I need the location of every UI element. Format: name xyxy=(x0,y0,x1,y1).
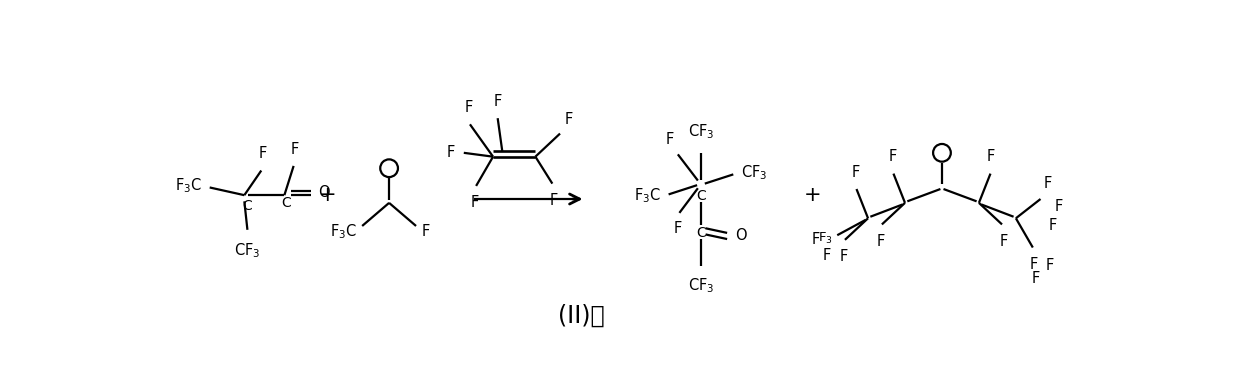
Text: F: F xyxy=(822,248,831,263)
Text: $\mathsf{F_3C}$: $\mathsf{F_3C}$ xyxy=(634,187,661,205)
Text: F: F xyxy=(1029,257,1038,272)
Text: F: F xyxy=(987,149,996,165)
Text: $\mathsf{F_3C}$: $\mathsf{F_3C}$ xyxy=(175,177,202,195)
Text: F: F xyxy=(494,94,502,109)
Text: C: C xyxy=(243,199,252,213)
Text: $\mathsf{F_3}$: $\mathsf{F_3}$ xyxy=(817,231,832,246)
Text: F: F xyxy=(999,234,1008,249)
Text: C: C xyxy=(696,189,706,203)
Text: $\mathsf{F_3C}$: $\mathsf{F_3C}$ xyxy=(330,222,357,241)
Text: $\mathsf{CF_3}$: $\mathsf{CF_3}$ xyxy=(742,163,768,182)
Text: F: F xyxy=(666,132,675,147)
Text: F: F xyxy=(291,142,299,157)
Text: C: C xyxy=(281,196,291,210)
Text: F: F xyxy=(673,221,682,236)
Text: F: F xyxy=(1032,271,1040,286)
Text: C: C xyxy=(696,226,706,240)
Text: O: O xyxy=(319,185,330,200)
Text: +: + xyxy=(804,185,821,205)
Text: F: F xyxy=(839,249,847,264)
Text: $\mathsf{CF_3}$: $\mathsf{CF_3}$ xyxy=(688,276,714,295)
Text: F: F xyxy=(1054,199,1063,214)
Text: $\mathsf{CF_3}$: $\mathsf{CF_3}$ xyxy=(234,241,260,260)
Text: F: F xyxy=(259,146,267,161)
Text: F: F xyxy=(564,113,573,127)
Text: F: F xyxy=(877,234,884,249)
Text: F: F xyxy=(852,165,859,180)
Text: F: F xyxy=(464,100,472,115)
Text: (II)。: (II)。 xyxy=(558,304,605,328)
Text: O: O xyxy=(735,229,746,244)
Text: F: F xyxy=(470,195,479,210)
Text: F: F xyxy=(1048,218,1056,234)
Text: F: F xyxy=(446,146,455,160)
Text: F: F xyxy=(889,149,897,165)
Text: F: F xyxy=(1044,175,1052,191)
Text: F: F xyxy=(811,232,820,247)
Text: F: F xyxy=(1045,258,1054,273)
Text: F: F xyxy=(549,193,558,208)
Text: $\mathsf{CF_3}$: $\mathsf{CF_3}$ xyxy=(688,123,714,141)
Text: F: F xyxy=(422,224,430,239)
Text: +: + xyxy=(319,185,336,205)
